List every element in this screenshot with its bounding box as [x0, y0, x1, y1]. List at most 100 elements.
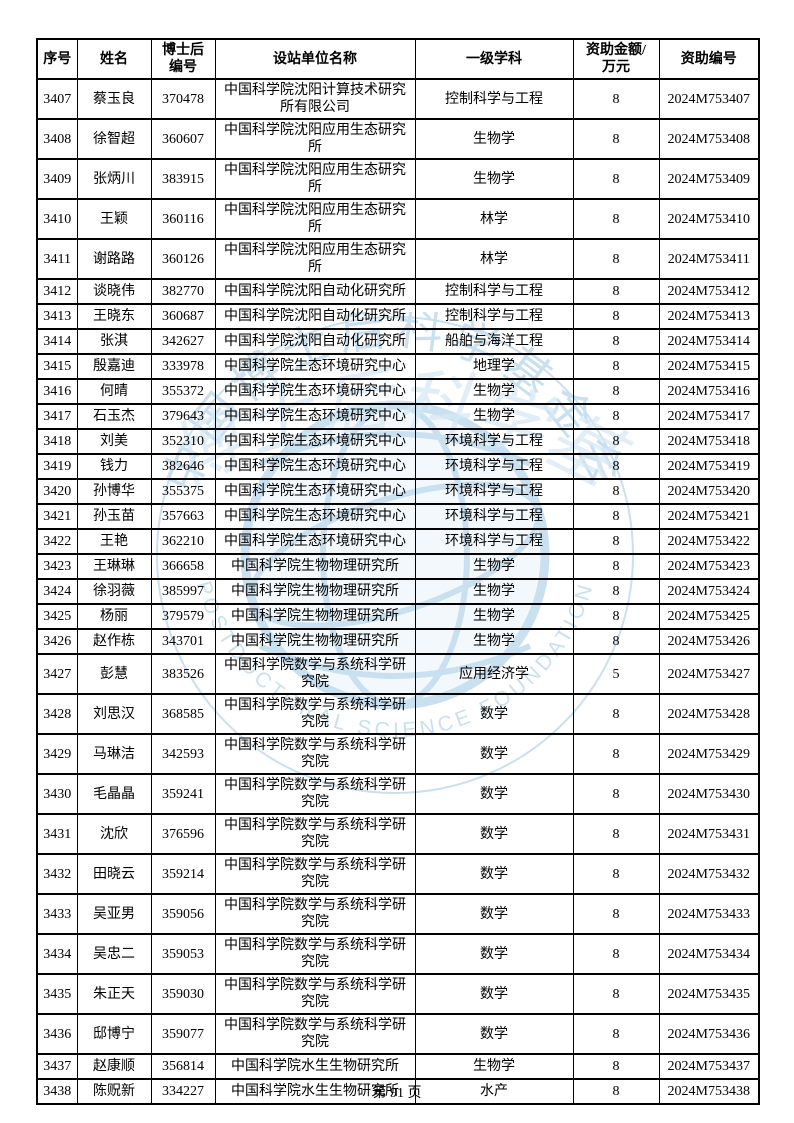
- cell-seq: 3423: [36, 553, 78, 580]
- cell-name: 朱正天: [76, 973, 152, 1015]
- cell-amount: 8: [572, 853, 660, 895]
- header-discipline: 一级学科: [414, 38, 574, 80]
- cell-name: 吴忠二: [76, 933, 152, 975]
- table-row: 3421 孙玉苗 357663 中国科学院生态环境研究中心 环境科学与工程 8 2024M7…: [36, 503, 760, 530]
- cell-postdoc-no: 357663: [150, 503, 216, 530]
- cell-institution: 中国科学院数学与系统科学研究院: [214, 1013, 416, 1055]
- table-row: 3414 张淇 342627 中国科学院沈阳自动化研究所 船舶与海洋工程 8 2024M75…: [36, 328, 760, 355]
- cell-name: 钱力: [76, 453, 152, 480]
- cell-institution: 中国科学院沈阳计算技术研究所有限公司: [214, 78, 416, 120]
- cell-discipline: 数学: [414, 853, 574, 895]
- cell-seq: 3430: [36, 773, 78, 815]
- cell-amount: 8: [572, 478, 660, 505]
- cell-seq: 3412: [36, 278, 78, 305]
- cell-discipline: 生物学: [414, 403, 574, 430]
- cell-postdoc-no: 333978: [150, 353, 216, 380]
- cell-seq: 3422: [36, 528, 78, 555]
- cell-postdoc-no: 383915: [150, 158, 216, 200]
- cell-postdoc-no: 360607: [150, 118, 216, 160]
- cell-name: 石玉杰: [76, 403, 152, 430]
- table-row: 3413 王晓东 360687 中国科学院沈阳自动化研究所 控制科学与工程 8 2024M7…: [36, 303, 760, 330]
- cell-postdoc-no: 385997: [150, 578, 216, 605]
- cell-discipline: 控制科学与工程: [414, 78, 574, 120]
- cell-institution: 中国科学院数学与系统科学研究院: [214, 653, 416, 695]
- cell-institution: 中国科学院数学与系统科学研究院: [214, 733, 416, 775]
- header-institution: 设站单位名称: [214, 38, 416, 80]
- cell-grant-no: 2024M753418: [658, 428, 760, 455]
- cell-amount: 8: [572, 198, 660, 240]
- cell-name: 王琳琳: [76, 553, 152, 580]
- cell-name: 徐智超: [76, 118, 152, 160]
- cell-institution: 中国科学院生态环境研究中心: [214, 478, 416, 505]
- cell-postdoc-no: 342593: [150, 733, 216, 775]
- cell-discipline: 环境科学与工程: [414, 428, 574, 455]
- cell-seq: 3425: [36, 603, 78, 630]
- table-row: 3437 赵康顺 356814 中国科学院水生生物研究所 生物学 8 2024M753437: [36, 1053, 760, 1080]
- cell-grant-no: 2024M753433: [658, 893, 760, 935]
- cell-postdoc-no: 359241: [150, 773, 216, 815]
- cell-amount: 8: [572, 528, 660, 555]
- table-row: 3434 吴忠二 359053 中国科学院数学与系统科学研究院 数学 8 2024M7534…: [36, 933, 760, 975]
- cell-discipline: 生物学: [414, 158, 574, 200]
- cell-amount: 8: [572, 773, 660, 815]
- cell-discipline: 应用经济学: [414, 653, 574, 695]
- cell-amount: 8: [572, 553, 660, 580]
- cell-postdoc-no: 362210: [150, 528, 216, 555]
- cell-name: 王颖: [76, 198, 152, 240]
- cell-name: 孙玉苗: [76, 503, 152, 530]
- cell-grant-no: 2024M753425: [658, 603, 760, 630]
- cell-amount: 8: [572, 118, 660, 160]
- cell-discipline: 环境科学与工程: [414, 478, 574, 505]
- cell-grant-no: 2024M753409: [658, 158, 760, 200]
- header-postdoc-no: 博士后 编号: [150, 38, 216, 80]
- cell-amount: 8: [572, 158, 660, 200]
- cell-discipline: 地理学: [414, 353, 574, 380]
- cell-institution: 中国科学院数学与系统科学研究院: [214, 813, 416, 855]
- cell-postdoc-no: 359056: [150, 893, 216, 935]
- cell-discipline: 数学: [414, 693, 574, 735]
- cell-grant-no: 2024M753413: [658, 303, 760, 330]
- cell-grant-no: 2024M753410: [658, 198, 760, 240]
- cell-seq: 3410: [36, 198, 78, 240]
- table-row: 3411 谢路路 360126 中国科学院沈阳应用生态研究所 林学 8 2024M75341…: [36, 238, 760, 280]
- cell-name: 田晓云: [76, 853, 152, 895]
- cell-seq: 3409: [36, 158, 78, 200]
- cell-seq: 3416: [36, 378, 78, 405]
- cell-amount: 8: [572, 973, 660, 1015]
- cell-amount: 8: [572, 693, 660, 735]
- cell-discipline: 生物学: [414, 553, 574, 580]
- cell-name: 王晓东: [76, 303, 152, 330]
- cell-grant-no: 2024M753427: [658, 653, 760, 695]
- cell-discipline: 生物学: [414, 378, 574, 405]
- cell-grant-no: 2024M753415: [658, 353, 760, 380]
- cell-seq: 3436: [36, 1013, 78, 1055]
- cell-seq: 3415: [36, 353, 78, 380]
- cell-seq: 3414: [36, 328, 78, 355]
- table-row: 3428 刘思汉 368585 中国科学院数学与系统科学研究院 数学 8 2024M7534…: [36, 693, 760, 735]
- cell-name: 杨丽: [76, 603, 152, 630]
- table-body: 3407 蔡玉良 370478 中国科学院沈阳计算技术研究所有限公司 控制科学与工程 8 2…: [36, 78, 760, 1105]
- cell-seq: 3428: [36, 693, 78, 735]
- cell-grant-no: 2024M753435: [658, 973, 760, 1015]
- cell-postdoc-no: 382770: [150, 278, 216, 305]
- cell-name: 赵作栋: [76, 628, 152, 655]
- cell-seq: 3419: [36, 453, 78, 480]
- cell-grant-no: 2024M753412: [658, 278, 760, 305]
- cell-discipline: 林学: [414, 238, 574, 280]
- cell-name: 谈晓伟: [76, 278, 152, 305]
- funding-table: 序号 姓名 博士后 编号 设站单位名称 一级学科 资助金额/ 万元 资助编号 3407 蔡玉良…: [36, 38, 760, 1105]
- cell-amount: 8: [572, 503, 660, 530]
- cell-grant-no: 2024M753431: [658, 813, 760, 855]
- cell-postdoc-no: 383526: [150, 653, 216, 695]
- cell-seq: 3433: [36, 893, 78, 935]
- cell-name: 刘美: [76, 428, 152, 455]
- cell-amount: 8: [572, 328, 660, 355]
- cell-amount: 8: [572, 733, 660, 775]
- cell-discipline: 环境科学与工程: [414, 528, 574, 555]
- cell-institution: 中国科学院生态环境研究中心: [214, 453, 416, 480]
- cell-postdoc-no: 379643: [150, 403, 216, 430]
- cell-postdoc-no: 379579: [150, 603, 216, 630]
- cell-discipline: 水产: [414, 1078, 574, 1105]
- cell-seq: 3426: [36, 628, 78, 655]
- cell-grant-no: 2024M753438: [658, 1078, 760, 1105]
